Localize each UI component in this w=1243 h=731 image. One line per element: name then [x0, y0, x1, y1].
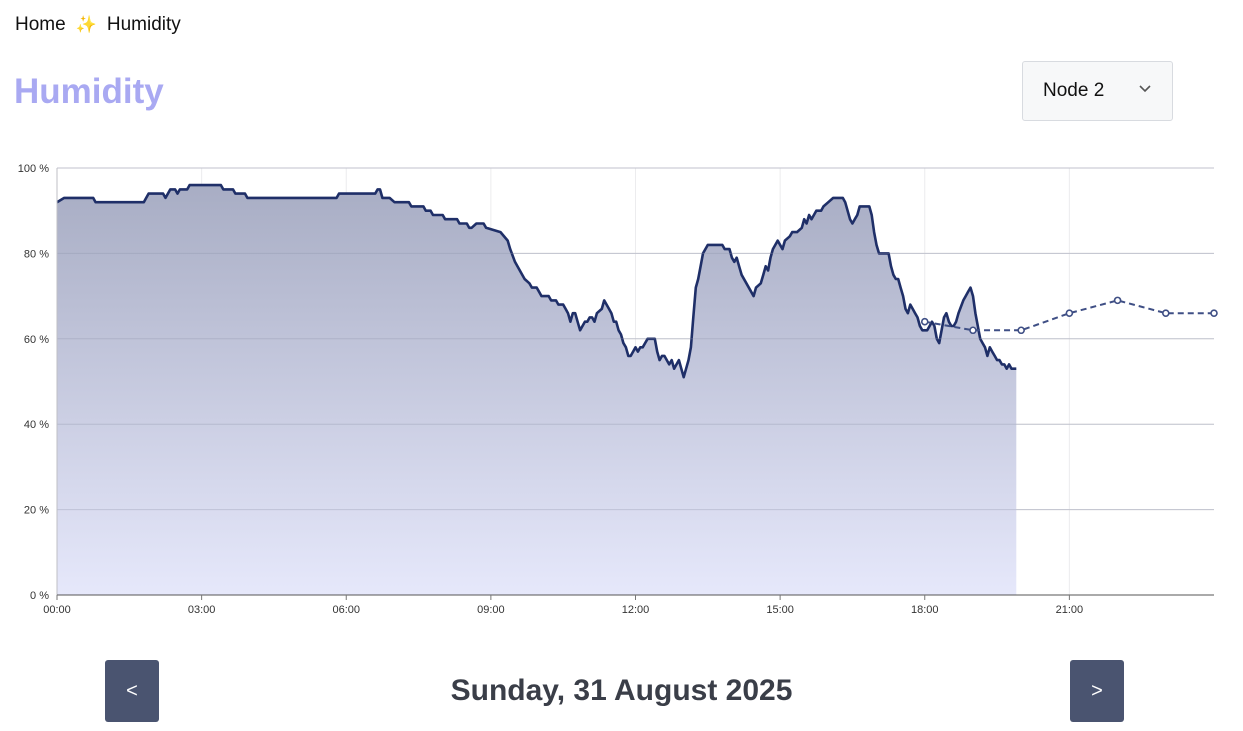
page-title: Humidity	[14, 72, 164, 111]
humidity-chart: 0 % 20 % 40 % 60 % 80 % 100 % 00:00 03:00 06:00 0…	[18, 163, 1218, 616]
prev-day-button[interactable]: <	[105, 660, 159, 722]
forecast-point	[920, 317, 929, 326]
forecast-point	[1210, 309, 1218, 317]
breadcrumb-current: Humidity	[106, 14, 181, 35]
forecast-point	[969, 326, 977, 335]
forecast-point	[1113, 296, 1122, 305]
x-tick-label: 03:00	[188, 604, 216, 616]
breadcrumb: Home ✨ Humidity	[15, 14, 181, 36]
node-select[interactable]: Node 2	[1022, 61, 1173, 121]
forecast-point	[1161, 309, 1170, 317]
sparkles-icon: ✨	[75, 15, 97, 34]
forecast-point	[1065, 309, 1074, 317]
y-tick-label: 100 %	[18, 163, 49, 175]
x-tick-label: 09:00	[477, 604, 505, 616]
y-tick-label: 40 %	[24, 419, 49, 431]
humidity-line	[56, 183, 1017, 379]
y-tick-label: 0 %	[30, 590, 49, 602]
next-day-button[interactable]: >	[1070, 660, 1124, 722]
x-tick-label: 12:00	[622, 604, 650, 616]
node-select-value: Node 2	[1043, 80, 1105, 101]
y-tick-label: 20 %	[24, 505, 49, 517]
y-tick-label: 60 %	[24, 334, 49, 346]
x-tick-label: 21:00	[1056, 604, 1084, 616]
humidity-area-fill	[57, 185, 1017, 595]
breadcrumb-home[interactable]: Home	[15, 14, 66, 35]
x-tick-label: 18:00	[911, 604, 939, 616]
x-tick-label: 00:00	[43, 604, 71, 616]
forecast-point	[1017, 326, 1025, 335]
x-tick-label: 06:00	[332, 604, 360, 616]
date-title: Sunday, 31 August 2025	[450, 674, 793, 707]
x-tick-label: 15:00	[766, 604, 794, 616]
y-tick-label: 80 %	[24, 248, 49, 260]
chevron-down-icon	[1139, 85, 1151, 93]
